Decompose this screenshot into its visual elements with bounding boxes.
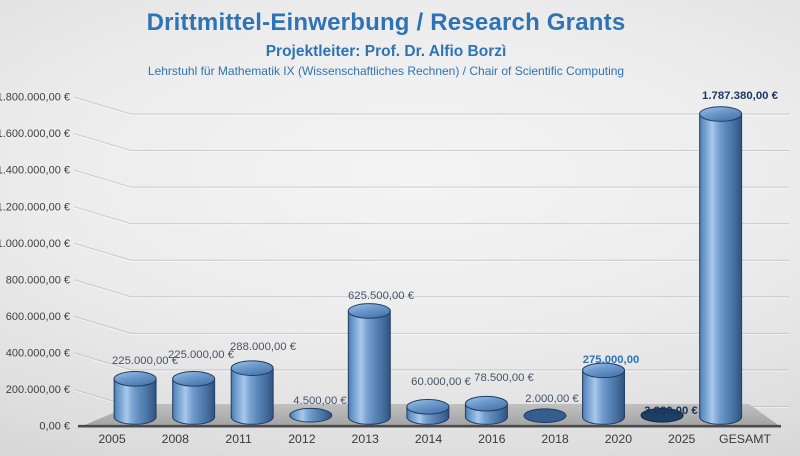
gridline-emboss xyxy=(73,280,789,299)
cylinder-flat xyxy=(289,407,333,423)
data-label-2013: 625.500,00 € xyxy=(348,290,415,302)
bar-2025 xyxy=(640,408,684,423)
y-tick-label: 1.400.000,00 € xyxy=(0,165,70,177)
cylinder-edges xyxy=(464,403,508,417)
y-tick-label: 1.200.000,00 € xyxy=(0,201,70,213)
data-label-2008: 225.000,00 € xyxy=(168,349,235,361)
bar-2013 xyxy=(347,303,391,425)
cylinder-body xyxy=(231,368,274,417)
data-label-GESAMT: 1.787.380,00 € xyxy=(702,90,779,102)
bar-GESAMT xyxy=(699,106,743,425)
cylinder-top xyxy=(172,371,216,387)
gridline-emboss xyxy=(73,170,789,189)
data-label-2014: 60.000,00 € xyxy=(411,376,471,388)
bar-2016 xyxy=(464,395,508,425)
gridline xyxy=(73,206,789,225)
cylinder-edges xyxy=(172,378,216,417)
gridline xyxy=(73,242,789,261)
x-category-label-2008: 2008 xyxy=(162,432,190,446)
bar-2011 xyxy=(230,360,274,425)
bar-2020 xyxy=(582,362,626,425)
x-category-label-2025: 2025 xyxy=(668,432,696,446)
cylinder-edges xyxy=(113,378,157,417)
y-tick-label: 1.600.000,00 € xyxy=(0,128,70,140)
y-tick-label: 800.000,00 € xyxy=(6,274,70,286)
cylinder-top xyxy=(230,360,274,376)
gridline-emboss xyxy=(73,317,789,336)
cylinder-edges xyxy=(699,114,743,417)
data-label-2012: 4.500,00 € xyxy=(293,395,347,407)
gridline xyxy=(73,315,789,334)
cylinder-top xyxy=(406,399,450,415)
gridline xyxy=(73,96,789,115)
gridline-emboss xyxy=(73,97,789,116)
y-tick-label: 0,00 € xyxy=(39,421,70,433)
x-category-label-2014: 2014 xyxy=(415,432,443,446)
x-category-label-2005: 2005 xyxy=(98,432,126,446)
x-category-label-2020: 2020 xyxy=(605,432,633,446)
y-tick-label: 600.000,00 € xyxy=(6,311,70,323)
data-label-2011: 288.000,00 € xyxy=(230,341,297,353)
bar-2014 xyxy=(406,399,450,425)
data-label-2020: 275.000,00 xyxy=(583,354,640,366)
x-category-label-2016: 2016 xyxy=(478,432,506,446)
cylinder-flat xyxy=(640,408,684,423)
cylinder-top xyxy=(347,303,391,319)
y-tick-label: 200.000,00 € xyxy=(6,384,70,396)
cylinder-body xyxy=(348,310,391,417)
bar-2005 xyxy=(113,371,157,425)
gridlines xyxy=(73,96,789,409)
gridline-emboss xyxy=(73,243,789,262)
gridline-emboss xyxy=(73,207,789,226)
cylinder-top xyxy=(582,362,626,379)
gridline xyxy=(73,279,789,298)
bar-2008 xyxy=(172,371,216,425)
cylinder-top xyxy=(464,395,508,412)
cylinder-flat xyxy=(523,408,567,423)
x-category-label-2012: 2012 xyxy=(288,432,316,446)
x-category-label-GESAMT: GESAMT xyxy=(719,432,771,446)
cylinder-edges xyxy=(230,368,274,417)
gridline-emboss xyxy=(73,353,789,372)
gridline xyxy=(73,352,789,371)
cylinder-edges xyxy=(582,370,626,417)
data-label-2016: 78.500,00 € xyxy=(474,372,534,384)
cylinder-edges xyxy=(347,310,391,417)
y-tick-label: 1.000.000,00 € xyxy=(0,238,70,250)
x-category-label-2013: 2013 xyxy=(352,432,380,446)
gridline-emboss xyxy=(73,134,789,153)
gridline xyxy=(73,133,789,152)
cylinder-top xyxy=(113,371,157,387)
gridline xyxy=(73,169,789,188)
bar-2012 xyxy=(289,407,333,423)
bar-2018 xyxy=(523,408,567,423)
y-tick-label: 400.000,00 € xyxy=(6,347,70,359)
x-category-label-2018: 2018 xyxy=(541,432,569,446)
data-label-2025: 3.880,00 € xyxy=(644,405,698,417)
data-label-2018: 2.000,00 € xyxy=(525,393,579,405)
cylinder-body xyxy=(699,114,742,417)
cylinder-top xyxy=(699,106,743,122)
x-category-label-2011: 2011 xyxy=(225,432,252,446)
y-tick-label: 1.800.000,00 € xyxy=(0,92,70,104)
data-label-2005: 225.000,00 € xyxy=(112,355,179,367)
